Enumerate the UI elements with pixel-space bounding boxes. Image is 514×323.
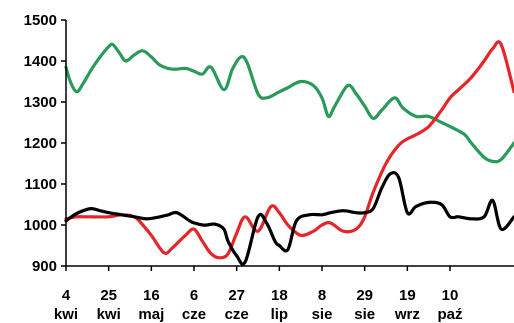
x-tick-day-label: 29: [356, 287, 373, 304]
x-tick-month-label: lip: [271, 306, 289, 323]
y-tick-label: 1400: [24, 53, 57, 70]
x-tick-month-label: cze: [225, 306, 249, 323]
x-axis-ticks: 4 kwi 25 kwi 16 maj 6 cze 27 cze 18 lip 8 sie 29 sie 19 w…: [54, 266, 463, 323]
x-tick-day-label: 8: [318, 287, 326, 304]
x-tick-day-label: 18: [271, 287, 288, 304]
x-tick-day-label: 19: [399, 287, 416, 304]
series-line-2: [64, 40, 514, 260]
y-tick-label: 1100: [24, 176, 57, 193]
x-tick-month-label: wrz: [394, 306, 420, 323]
y-tick-label: 1200: [24, 135, 57, 152]
x-tick-day-label: 27: [228, 287, 245, 304]
x-tick-day-label: 10: [442, 287, 459, 304]
plot-lines: [64, 40, 514, 266]
x-tick-day-label: 16: [143, 287, 160, 304]
x-tick-month-label: paź: [437, 306, 462, 323]
y-axis-ticks: 900 1000 1100 1200 1300 1400 1500: [24, 12, 66, 275]
x-tick-month-label: sie: [312, 306, 333, 323]
x-tick-month-label: cze: [182, 306, 206, 323]
x-tick-month-label: maj: [138, 306, 164, 323]
x-tick-day-label: 6: [190, 287, 198, 304]
y-tick-label: 1500: [24, 12, 57, 29]
y-tick-label: 900: [32, 258, 57, 275]
series-line-3: [64, 171, 514, 266]
x-tick-day-label: 25: [100, 287, 117, 304]
x-tick-month-label: kwi: [54, 306, 78, 323]
series-line-1: [64, 42, 514, 164]
y-tick-label: 1000: [24, 217, 57, 234]
x-tick-day-label: 4: [62, 287, 71, 304]
y-tick-label: 1300: [24, 94, 57, 111]
x-tick-month-label: kwi: [97, 306, 121, 323]
x-tick-month-label: sie: [354, 306, 375, 323]
